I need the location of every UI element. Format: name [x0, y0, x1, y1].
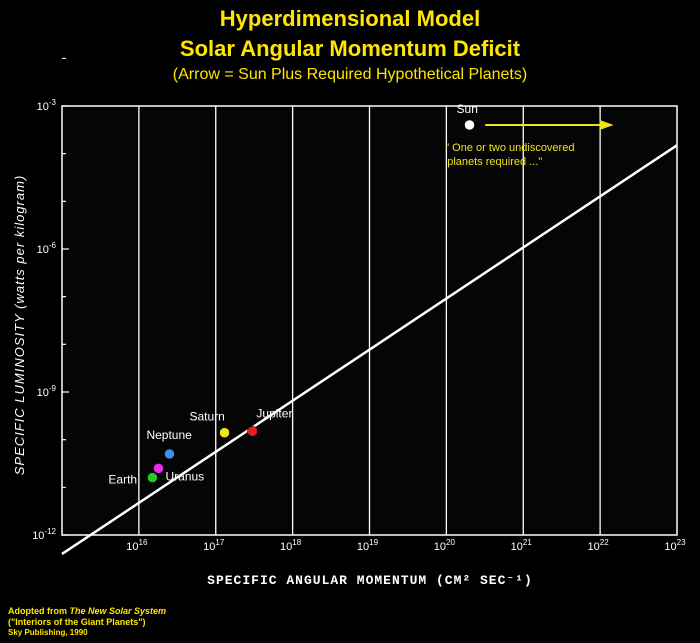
label-uranus: Uranus: [165, 469, 204, 483]
y-axis-label: SPECIFIC LUMINOSITY (watts per kilogram): [12, 175, 27, 476]
credit-prefix: Adopted from: [8, 606, 70, 616]
x-tick-label: 1023: [664, 538, 686, 553]
arrow-head: [599, 119, 614, 130]
x-tick-label: 1019: [357, 538, 379, 553]
trend-line: [61, 144, 678, 556]
credit-publisher: Sky Publishing, 1990: [8, 628, 88, 637]
chart-subtitle: Solar Angular Momentum Deficit: [179, 36, 521, 61]
y-tick-label: 10-3: [37, 98, 57, 113]
point-saturn: [219, 427, 230, 438]
label-earth: Earth: [108, 473, 137, 487]
y-tick-label: 10-9: [37, 384, 57, 399]
chart-title: Hyperdimensional Model: [219, 6, 481, 31]
point-neptune: [164, 448, 175, 460]
point-uranus: [153, 463, 164, 474]
credit-book-title: The New Solar System: [69, 606, 167, 616]
credit-chapter: ("Interiors of the Giant Planets"): [8, 617, 146, 627]
point-sun: [464, 119, 475, 131]
x-tick-label: 1016: [126, 538, 148, 553]
label-saturn: Saturn: [190, 410, 225, 424]
x-tick-label: 1017: [203, 538, 225, 553]
x-tick-label: 1022: [588, 538, 610, 553]
x-tick-label: 1018: [280, 538, 302, 553]
point-earth: [147, 472, 158, 483]
y-tick-label: 10-12: [32, 527, 56, 542]
x-tick-label: 1021: [511, 538, 533, 553]
x-axis-label: SPECIFIC ANGULAR MOMENTUM (CM² SEC⁻¹): [207, 573, 533, 588]
point-jupiter: [247, 426, 258, 437]
chart-caption: (Arrow = Sun Plus Required Hypothetical …: [172, 66, 528, 83]
annotation-text: " One or two undiscovered planets require…: [445, 142, 574, 168]
credit-source: Adopted from The New Solar System: [8, 606, 166, 616]
y-tick-label: 10-6: [37, 241, 57, 256]
label-neptune: Neptune: [146, 428, 192, 442]
label-jupiter: Jupiter: [256, 406, 292, 420]
label-sun: Sun: [457, 102, 478, 116]
x-tick-label: 1020: [434, 538, 456, 553]
